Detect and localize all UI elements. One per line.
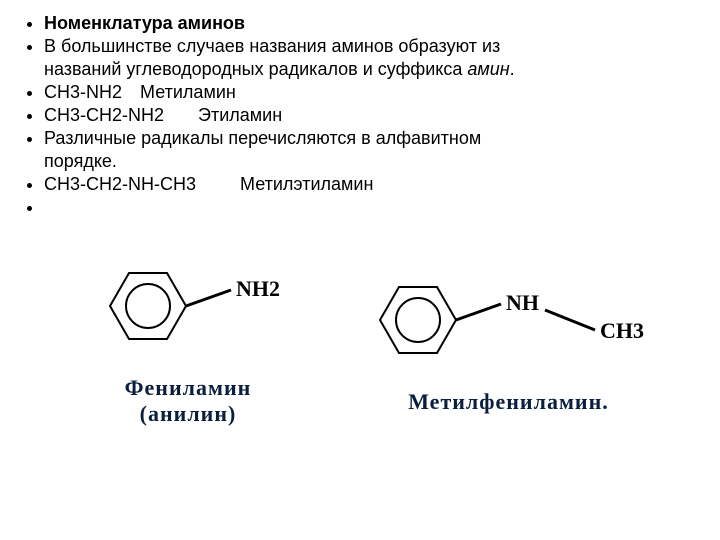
nh2-label: NH2	[236, 276, 280, 301]
rule2-line2: порядке.	[44, 151, 117, 171]
aniline-caption-l2: (анилин)	[140, 401, 237, 426]
ex3-name: Метилэтиламин	[240, 174, 373, 194]
ch3-label: CH3	[600, 318, 644, 343]
ex3-formula: СН3-СН2-NН-СН3	[44, 174, 196, 194]
bullet-rule1: В большинстве случаев названия аминов об…	[44, 35, 702, 81]
ex2-formula: СН3-СН2-NН2	[44, 105, 164, 125]
aniline-svg: NH2	[73, 241, 303, 371]
rule1-line1: В большинстве случаев названия аминов об…	[44, 36, 500, 56]
bullet-empty	[44, 196, 702, 219]
aniline-caption-l1: Фениламин	[125, 375, 252, 400]
figure-nma: NH CH3 Метилфениламин.	[338, 255, 678, 415]
rule1-line2-post: .	[510, 59, 515, 79]
nma-svg: NH CH3	[343, 255, 673, 385]
ex2-name: Этиламин	[198, 105, 282, 125]
aniline-structure: NH2	[73, 241, 303, 371]
bullet-rule2: Различные радикалы перечисляются в алфав…	[44, 127, 702, 173]
aniline-caption: Фениламин (анилин)	[125, 375, 252, 427]
bullet-ex2: СН3-СН2-NН2 Этиламин	[44, 104, 702, 127]
rule1-line2-pre: названий углеводородных радикалов и суфф…	[44, 59, 467, 79]
diagrams-row: NH2 Фениламин (анилин) NH CH3	[18, 241, 702, 427]
bond-line	[186, 290, 231, 306]
nma-caption-dot: .	[602, 389, 608, 414]
ex1-name: Метиламин	[140, 82, 236, 102]
rule1-suffix: амин	[467, 59, 509, 79]
bullet-list: Номенклатура аминов В большинстве случае…	[18, 12, 702, 219]
bullet-ex3: СН3-СН2-NН-СН3 Метилэтиламин	[44, 173, 702, 196]
aromatic-ring-icon	[396, 298, 440, 342]
aromatic-ring-icon	[126, 284, 170, 328]
ex1-formula: СН3-NН2	[44, 82, 122, 102]
nh-label: NH	[506, 290, 539, 315]
bullet-ex1: СН3-NН2 Метиламин	[44, 81, 702, 104]
nma-caption: Метилфениламин.	[408, 389, 608, 415]
title-text: Номенклатура аминов	[44, 13, 245, 33]
benzene-hexagon-icon	[110, 273, 186, 339]
bond-line-2	[545, 310, 595, 330]
bullet-title: Номенклатура аминов	[44, 12, 702, 35]
page: Номенклатура аминов В большинстве случае…	[0, 0, 720, 427]
figure-aniline: NH2 Фениламин (анилин)	[58, 241, 318, 427]
rule2-line1: Различные радикалы перечисляются в алфав…	[44, 128, 481, 148]
nma-caption-text: Метилфениламин	[408, 389, 602, 414]
nma-structure: NH CH3	[343, 255, 673, 385]
benzene-hexagon-icon	[380, 287, 456, 353]
bond-line-1	[456, 304, 501, 320]
